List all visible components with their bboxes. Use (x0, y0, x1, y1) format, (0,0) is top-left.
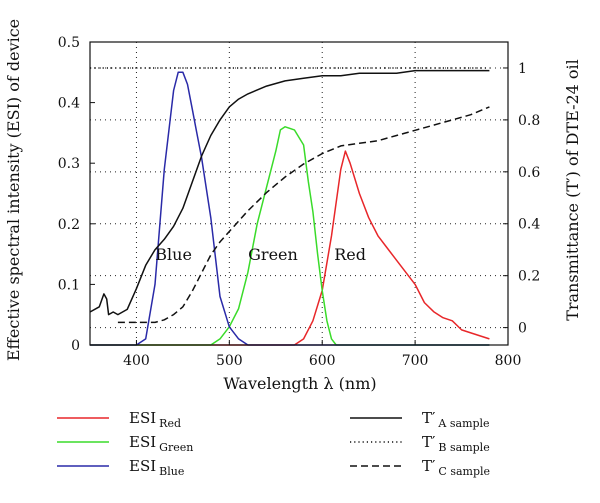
x-tick-label: 500 (216, 353, 243, 369)
y-right-tick-label: 0.2 (518, 269, 540, 285)
series-line-tc (117, 106, 490, 324)
series-line-esi_green (90, 126, 490, 346)
y-left-tick-label: 0.4 (58, 96, 80, 112)
inline-label-green: Green (248, 245, 298, 264)
y-left-tick-label: 0.3 (58, 156, 80, 172)
series-line-esi_blue (90, 71, 490, 346)
y-right-tick-label: 0 (518, 321, 527, 337)
y-axis-right-title: Transmittance (T′) of DTE-24 oil (563, 59, 582, 321)
plot-frame (89, 41, 509, 346)
legend-label-ta: T′ A sample (422, 409, 490, 430)
inline-label-red: Red (334, 245, 366, 264)
x-tick-label: 700 (402, 353, 429, 369)
y-left-tick-label: 0.1 (58, 277, 80, 293)
inline-label-blue: Blue (155, 245, 192, 264)
x-tick-label: 600 (309, 353, 336, 369)
x-tick-label: 400 (123, 353, 150, 369)
x-tick-label: 800 (495, 353, 522, 369)
y-left-tick-label: 0.5 (58, 35, 80, 51)
series-line-ta (89, 69, 490, 316)
x-axis-title: Wavelength λ (nm) (223, 374, 376, 393)
grid (90, 42, 508, 345)
axes-ticks: 400 500 600 700 800 0 0.1 0.2 0.3 0.4 0.5 0 0.2 0.4 0.… (58, 35, 541, 369)
y-left-tick-label: 0.2 (58, 217, 80, 233)
legend-label-tb: T′ B sample (422, 433, 490, 454)
inline-labels: Blue Green Red (155, 245, 366, 264)
y-left-tick-label: 0 (71, 338, 80, 354)
series-line-esi_red (90, 150, 490, 346)
legend-label-esi_red: ESI Red (129, 409, 181, 430)
legend-label-tc: T′ C sample (422, 457, 490, 478)
plot-area (89, 67, 490, 346)
y-right-tick-label: 0.6 (518, 165, 540, 181)
legend-label-esi_blue: ESI Blue (129, 457, 184, 478)
legend: ESI Red ESI Green ESI Blue T′ A sample T′ B sampl… (57, 409, 490, 478)
y-right-tick-label: 1 (518, 61, 527, 77)
y-axis-left-title: Effective spectral intensity (ESI) of de… (4, 19, 23, 361)
legend-label-esi_green: ESI Green (129, 433, 193, 454)
y-right-tick-label: 0.4 (518, 217, 540, 233)
y-right-tick-label: 0.8 (518, 113, 540, 129)
